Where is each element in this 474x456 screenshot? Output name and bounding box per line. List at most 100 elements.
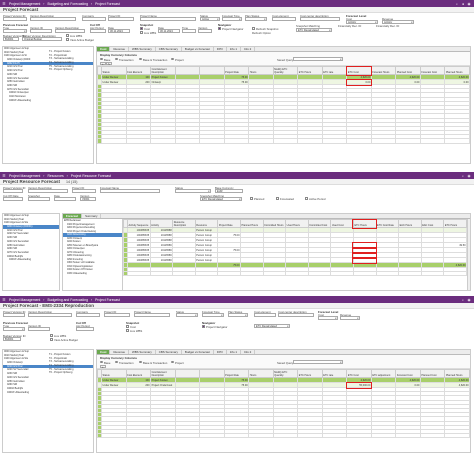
planned-checkbox[interactable]	[250, 197, 253, 200]
previous-type-field[interactable]	[3, 29, 27, 33]
column-header[interactable]: Forecast Cost	[419, 66, 446, 75]
tab-info-2[interactable]: Info 2	[241, 350, 256, 354]
budget-version-field[interactable]: BUD01	[3, 37, 19, 41]
project-id-field[interactable]	[108, 17, 134, 21]
tree-node[interactable]: 0100 Algemeen & Stu	[4, 357, 29, 361]
tree-node[interactable]: 04002 Bedrijfs	[7, 386, 23, 390]
tab-info-1[interactable]: Info 1	[227, 350, 241, 354]
tab-budget-vs-forecast[interactable]: Budget vs Forecast	[182, 350, 214, 354]
column-header[interactable]: ETC Hours	[352, 219, 377, 228]
column-header[interactable]: Used Hours	[285, 219, 309, 228]
tree-node[interactable]: 0010 Steltvrij Teat	[4, 353, 24, 357]
version-desc-field[interactable]	[28, 313, 72, 317]
column-header[interactable]: ETC rate	[321, 369, 348, 378]
breadcrumb-2[interactable]: Budgeting and Forecasting	[47, 1, 88, 6]
tree-node[interactable]: 0210 GS Proc	[3, 364, 93, 369]
column-header[interactable]: Hours	[248, 369, 274, 378]
activity-node[interactable]: 0210 Project Onderzoeking	[67, 229, 96, 233]
project-navigator-checkbox[interactable]	[218, 27, 221, 30]
previous-version-id-field[interactable]	[30, 29, 52, 33]
cost-structure-node[interactable]: T2 - Projectmatt	[49, 356, 67, 360]
cost-structure-node[interactable]: T6 - Project Opbreng	[49, 371, 73, 375]
column-header[interactable]: Project Rate	[223, 66, 250, 75]
tree-node[interactable]: 0202 FG Pr	[3, 61, 93, 66]
column-header[interactable]: ETC Cost	[346, 369, 372, 378]
breadcrumb-1[interactable]: Project Management	[9, 1, 41, 6]
version-field[interactable]: V0001	[80, 197, 96, 201]
activity-node[interactable]: EPB Redamaat	[64, 219, 81, 222]
tab-info-1[interactable]: Info 1	[227, 47, 241, 51]
transaction-radio[interactable]	[115, 57, 118, 61]
activity-node[interactable]: 0290 Invoering	[67, 257, 83, 261]
tab-cbs-summary[interactable]: CBS Summary	[156, 47, 182, 51]
company-field[interactable]	[82, 17, 106, 21]
column-header[interactable]: Committed Cost	[307, 219, 332, 228]
cost-structure-node[interactable]: T3 - Subsamenvatting	[49, 57, 74, 61]
column-header[interactable]: ETC adjustment	[370, 369, 397, 378]
column-header[interactable]: EAC Hours	[398, 219, 422, 228]
breadcrumb-3[interactable]: Project Forecast	[95, 297, 120, 302]
cost-structure-node[interactable]: T6 - Project Opbreng	[49, 68, 73, 72]
column-header[interactable]: Cost Element	[125, 369, 152, 378]
activity-node[interactable]: 0250 Tekenen en Bouwfysica	[67, 243, 99, 247]
tab-fpo[interactable]: FPO	[214, 350, 227, 354]
project-name-field[interactable]	[140, 17, 196, 21]
tree-node[interactable]: 0240 GS Secundair	[7, 76, 29, 80]
activity-node[interactable]: 0320 Kosten OH Kosten	[67, 268, 93, 271]
cut-off-date-field[interactable]: 30.11.2024	[108, 29, 130, 33]
activity-node[interactable]: 0260 Ontwerpen	[67, 247, 85, 250]
table-row[interactable]: Under Review 100 Project Kosten 75.00 4,620.…	[97, 377, 470, 383]
plan-status-field[interactable]	[245, 17, 267, 21]
cost-element-field[interactable]	[272, 17, 296, 21]
column-header[interactable]: Resource Description	[172, 219, 196, 228]
cost-structure-node[interactable]: T4 - Subsamenvatting	[49, 363, 74, 367]
search-icon[interactable]: ⌕	[462, 297, 464, 302]
cost-structure-node[interactable]: T5 - Subsamenvatting	[49, 367, 74, 371]
forecasted-checkbox[interactable]	[276, 197, 279, 200]
tree-node[interactable]: 04003 Uitleesleding	[9, 258, 31, 262]
add-button[interactable]: +	[100, 61, 106, 66]
activity-node[interactable]: 0240 Kosten	[67, 240, 81, 243]
tab-fpo[interactable]: FPO	[214, 47, 227, 51]
tree-node[interactable]: 04002 Bedrijfs	[7, 254, 23, 258]
column-header[interactable]: Cost Element	[125, 66, 152, 75]
live-wbs-checkbox[interactable]	[140, 31, 143, 34]
cost-structure-node[interactable]: T3 - Subsamenvatting	[49, 360, 74, 364]
column-header[interactable]: Planned Hours	[239, 219, 264, 228]
tree-node[interactable]: 0240 GS Secundair	[7, 239, 29, 243]
cost-level-select[interactable]: Activity	[346, 20, 378, 24]
menu-icon[interactable]: ☰	[2, 173, 6, 178]
table-row[interactable]: 75.00 4,620.00	[123, 262, 467, 268]
tree-node[interactable]: 04003 Uitleesleding	[7, 390, 29, 394]
tree-node[interactable]: 0200 Ontwerp (D0001)	[3, 225, 59, 229]
forecast-type-field[interactable]	[222, 17, 242, 21]
bell-icon[interactable]: ●	[461, 1, 465, 6]
live-wbs-checkbox-2[interactable]	[50, 334, 53, 337]
cost-structure-node[interactable]: T1 - Project Kosten	[49, 352, 71, 356]
column-header[interactable]: Planned Hours	[444, 369, 470, 378]
version-desc-field[interactable]	[30, 17, 76, 21]
column-header[interactable]: Status	[101, 369, 127, 378]
project-name-field[interactable]	[134, 313, 170, 317]
project-version-id-field[interactable]	[3, 189, 23, 193]
search-icon[interactable]: ⌕	[456, 1, 458, 6]
cost-structure-node[interactable]: T2 - Projectmatt	[49, 53, 67, 57]
tree-node[interactable]: 0260 SM	[7, 383, 18, 387]
column-header[interactable]: Cost Element Description	[150, 369, 176, 378]
breadcrumb-3[interactable]: Project Forecast	[95, 1, 120, 6]
activity-node[interactable]: 0270 Uitvoering	[67, 250, 84, 254]
breadcrumb-1[interactable]: Project Management	[9, 173, 41, 178]
activity-node[interactable]: 0300 Testen v/d Installatie	[67, 261, 95, 264]
table-row[interactable]: 100485335 10116589 Person Group	[123, 257, 467, 263]
breadcrumb-3[interactable]: Project Resource Forecast	[70, 173, 111, 178]
project-id-field[interactable]	[72, 189, 96, 193]
tree-node[interactable]: 04003 Uitleesleding	[9, 98, 31, 102]
grid-scrollbar[interactable]	[467, 219, 470, 290]
tree-node[interactable]: 0000 Algemeen & Sup	[4, 47, 29, 50]
cut-off-date-field[interactable]	[3, 197, 23, 201]
tree-node[interactable]: 0240 GS Secundair	[7, 375, 29, 379]
tree-node[interactable]: 0000 Algemeen & Sup	[4, 214, 29, 217]
cost-structure-node[interactable]: T4 - Subsamenvatting	[49, 60, 74, 64]
table-row[interactable]: 100485335 10116588 Person Group	[123, 237, 467, 243]
column-header[interactable]: Modify ETC Quantity	[272, 66, 299, 75]
